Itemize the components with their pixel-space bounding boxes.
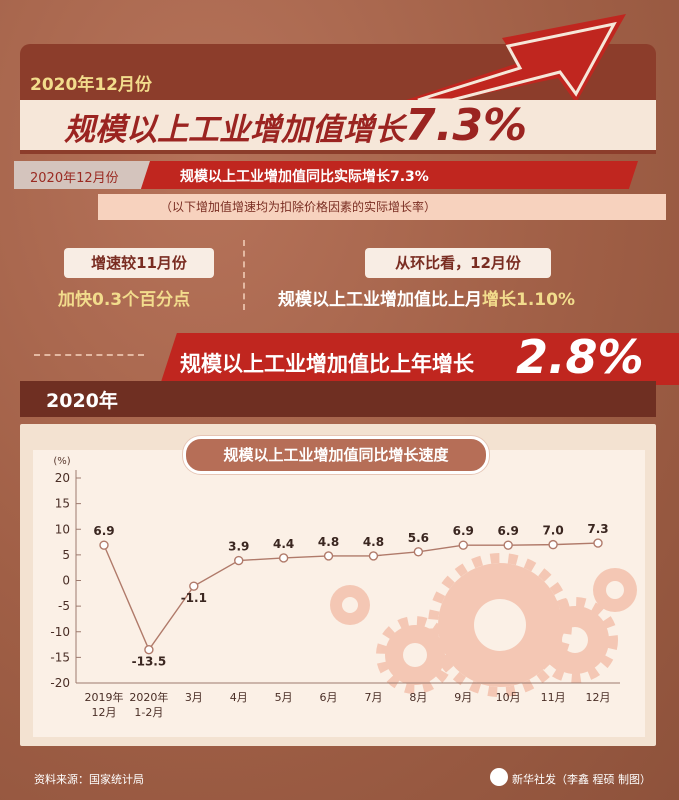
data-label: 6.9 xyxy=(498,524,519,538)
x-tick-label: 12月 xyxy=(586,691,611,704)
header-title-value: 7.3% xyxy=(405,100,528,151)
data-point xyxy=(323,551,334,561)
data-label: 4.8 xyxy=(318,535,339,549)
data-point xyxy=(234,555,244,566)
highlight-right-prefix: 规模以上工业增加值比上月 xyxy=(278,290,482,310)
data-point xyxy=(99,540,109,550)
data-label: 4.4 xyxy=(273,537,294,551)
data-point xyxy=(548,539,558,550)
x-tick-label: 4月 xyxy=(230,691,248,704)
data-label: 5.6 xyxy=(408,531,429,545)
highlight-right-accent: 增长1.10% xyxy=(482,290,575,310)
header-date: 2020年12月份 xyxy=(30,75,152,95)
y-tick-label: -5 xyxy=(58,599,70,613)
header-title: 规模以上工业增加值增长7.3% xyxy=(64,104,527,149)
header-title-prefix: 规模以上工业增加值增长 xyxy=(64,112,405,148)
highlight-right-value: 规模以上工业增加值比上月增长1.10% xyxy=(278,285,575,310)
data-point xyxy=(503,540,513,550)
up-arrow-icon xyxy=(406,14,626,103)
data-point xyxy=(189,581,199,591)
gears-decoration-icon xyxy=(330,553,637,697)
footer-source: 资料来源：国家统计局 xyxy=(34,773,144,786)
data-point xyxy=(458,540,468,550)
xinhua-logo-icon xyxy=(490,768,508,786)
y-tick-label: 15 xyxy=(55,497,70,511)
header-band xyxy=(20,100,656,150)
year-headline: 规模以上工业增加值比上年增长 xyxy=(180,352,474,376)
data-label: -13.5 xyxy=(132,655,167,669)
series-path xyxy=(103,542,599,652)
data-label: 6.9 xyxy=(453,524,474,538)
y-tick-label: 20 xyxy=(55,471,70,485)
y-tick-label: -10 xyxy=(50,625,70,639)
y-tick-label: -15 xyxy=(50,650,70,664)
x-tick-label: 10月 xyxy=(496,691,521,704)
y-tick-label: 10 xyxy=(55,522,70,536)
year-value: 2.8% xyxy=(516,330,644,384)
year-label: 2020年 xyxy=(46,390,118,412)
data-point xyxy=(593,538,603,548)
y-axis-unit: (%) xyxy=(53,456,70,467)
data-label: 3.9 xyxy=(228,540,249,554)
x-tick-label: 6月 xyxy=(320,691,338,704)
sub-date-bar xyxy=(14,161,164,189)
x-tick-label: 7月 xyxy=(364,691,382,704)
footer-credit: 新华社发（李鑫 程硕 制图） xyxy=(512,773,651,786)
highlight-right-label: 从环比看，12月份 xyxy=(365,248,551,278)
sub-headline: 规模以上工业增加值同比实际增长7.3% xyxy=(180,169,429,185)
x-tick-label: 2020年 1-2月 xyxy=(129,690,168,719)
highlight-left-value: 加快0.3个百分点 xyxy=(58,290,191,310)
data-label: 7.3 xyxy=(587,522,608,536)
data-point xyxy=(413,547,424,557)
year-divider xyxy=(34,354,144,356)
sub-date: 2020年12月份 xyxy=(30,171,119,186)
data-label: 7.0 xyxy=(542,524,563,538)
data-label: -1.1 xyxy=(181,591,207,605)
x-tick-label: 11月 xyxy=(541,691,566,704)
x-tick-label: 2019年 12月 xyxy=(85,690,124,719)
x-tick-label: 8月 xyxy=(409,691,427,704)
x-tick-label: 3月 xyxy=(185,691,203,704)
data-point xyxy=(278,553,289,563)
sub-note-band xyxy=(98,194,666,220)
series-line: 6.9 -13.5 -1.1 3.9 4.4 4.8 4.8 5.6 6.9 6.9 7.0 7.3 xyxy=(93,522,608,669)
data-label: 6.9 xyxy=(93,524,114,538)
highlight-left-label: 增速较11月份 xyxy=(64,248,214,278)
y-tick-label: 0 xyxy=(62,574,70,588)
y-tick-label: 5 xyxy=(62,548,70,562)
data-label: 4.8 xyxy=(363,535,384,549)
x-tick-label: 9月 xyxy=(454,691,472,704)
y-axis: (%) 20 15 10 5 0 -5 -10 -15 -20 xyxy=(50,456,81,690)
y-tick-label: -20 xyxy=(50,676,70,690)
sub-note: （以下增加值增速均为扣除价格因素的实际增长率） xyxy=(160,200,437,214)
data-point xyxy=(144,644,154,655)
x-tick-label: 5月 xyxy=(275,691,293,704)
data-point xyxy=(368,551,379,561)
year-label-bar xyxy=(20,381,656,417)
highlight-divider xyxy=(243,240,245,310)
chart-title: 规模以上工业增加值同比增长速度 xyxy=(183,436,489,474)
